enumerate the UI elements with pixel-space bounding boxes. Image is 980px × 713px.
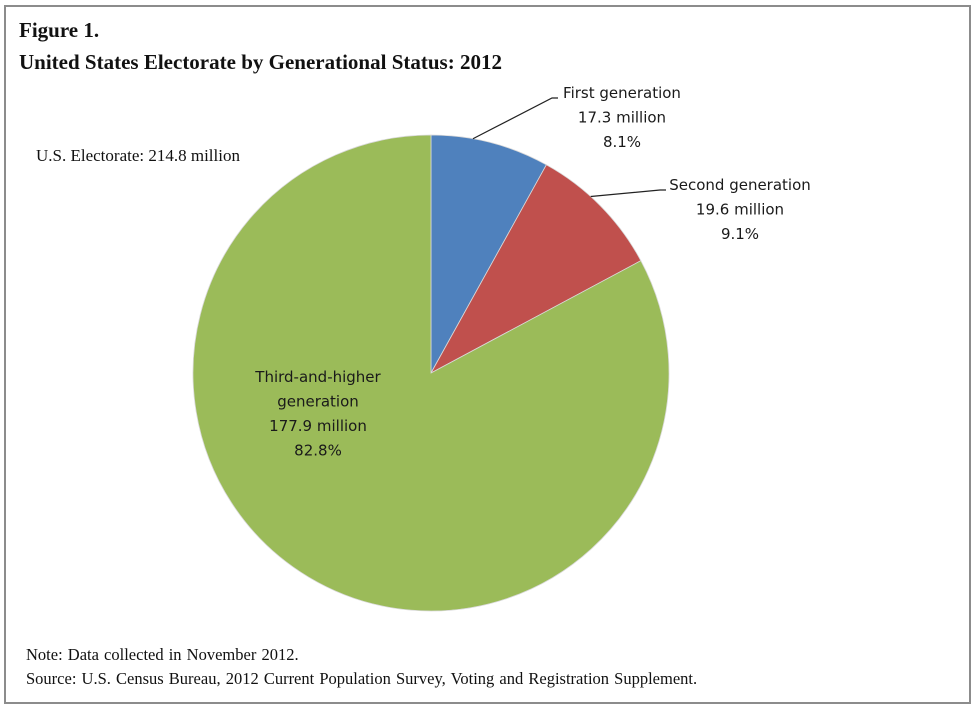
slice-percent-label: 9.1%	[721, 225, 759, 243]
pie-slices	[192, 134, 670, 612]
leader-lines	[472, 97, 666, 198]
chart-title: United States Electorate by Generational…	[19, 50, 502, 74]
pie-slice-second-generation	[429, 164, 642, 374]
leader-line	[472, 97, 558, 140]
figure-label: Figure 1.	[19, 18, 100, 42]
footnote-note: Note: Data collected in November 2012.	[26, 645, 299, 664]
slice-name-label: Second generation	[669, 176, 811, 194]
footnote-source: Source: U.S. Census Bureau, 2012 Current…	[26, 669, 698, 688]
slice-name-label: Third-and-higher	[254, 368, 381, 386]
slice-labels: First generation 17.3 million 8.1% Second g…	[254, 84, 810, 460]
pie-slice-first-generation	[430, 134, 547, 375]
slice-percent-label: 8.1%	[603, 133, 641, 151]
total-electorate-label: U.S. Electorate: 214.8 million	[36, 146, 240, 165]
slice-name-label: First generation	[563, 84, 681, 102]
leader-line	[590, 189, 666, 198]
slice-name-label: generation	[277, 393, 359, 411]
pie-slice-third-and-higher-generation	[192, 134, 670, 612]
slice-value-label: 177.9 million	[269, 417, 367, 435]
slice-percent-label: 82.8%	[294, 442, 342, 460]
slice-value-label: 19.6 million	[696, 201, 784, 219]
slice-value-label: 17.3 million	[578, 109, 666, 127]
